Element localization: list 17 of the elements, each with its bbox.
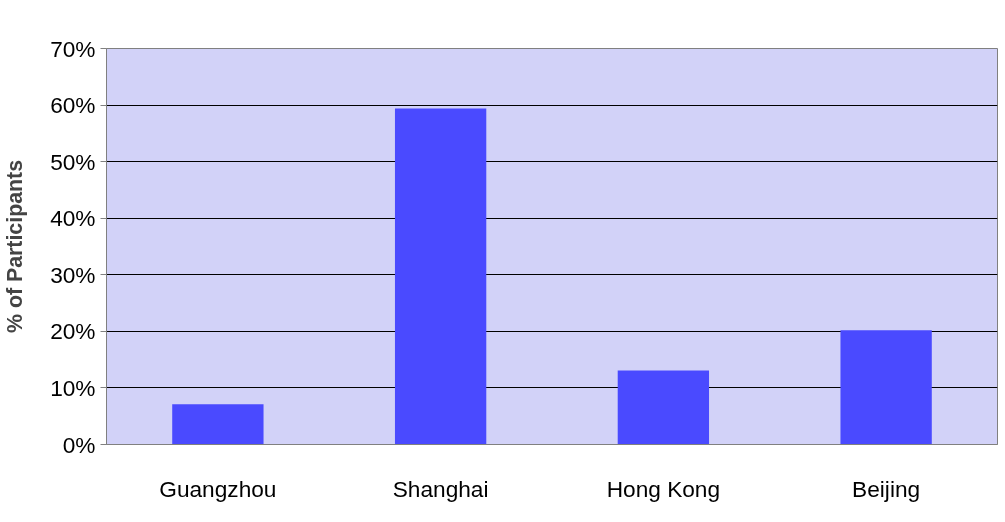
y-tick-label: 50% <box>50 148 96 175</box>
bar <box>394 108 487 445</box>
x-tick-label: Shanghai <box>392 475 489 502</box>
bar <box>172 404 264 445</box>
bar <box>617 370 710 445</box>
x-tick-label: Beijing <box>852 475 921 502</box>
y-tick-label: 70% <box>50 35 96 62</box>
y-axis-title: % of Participants <box>3 159 28 334</box>
y-tick-label: 20% <box>50 318 96 345</box>
x-tick-label: Hong Kong <box>606 475 721 502</box>
x-tick-label: Guangzhou <box>159 475 277 502</box>
y-tick-label: 40% <box>50 205 96 232</box>
y-tick-label: 60% <box>50 92 96 119</box>
y-tick-label: 30% <box>50 261 96 288</box>
y-tick-label: 10% <box>50 374 96 401</box>
y-tick-label: 0% <box>62 431 96 458</box>
bar <box>840 330 932 445</box>
